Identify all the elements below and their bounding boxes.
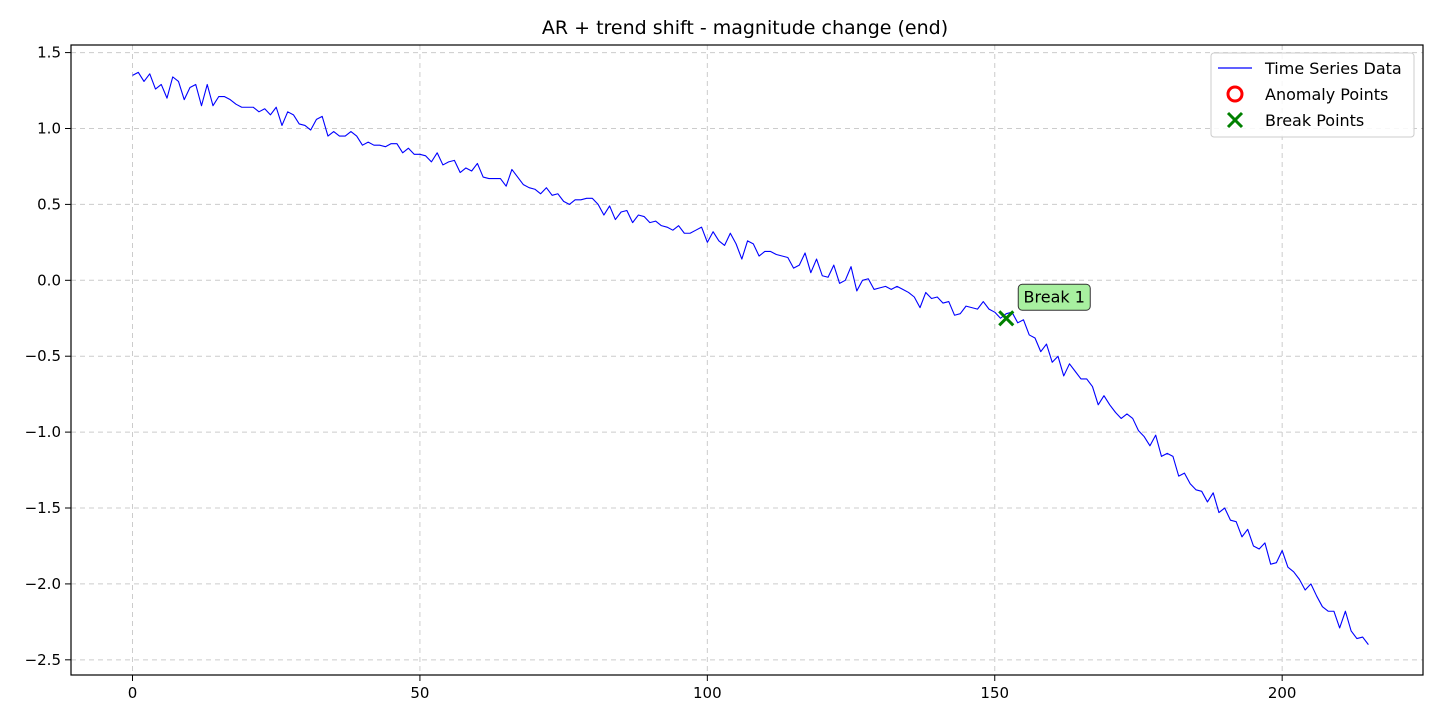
legend-label: Anomaly Points [1265,85,1388,104]
legend-label: Break Points [1265,111,1364,130]
break-x-stroke [998,310,1015,327]
break-point-marker [998,310,1015,327]
break-points-layer: Break 1 [998,283,1091,327]
legend-box [1210,52,1415,138]
break-annotation-box [1017,283,1091,311]
legend-circle-icon [1226,85,1244,103]
x-tick-label: 100 [693,684,722,702]
x-tick-label: 0 [128,684,138,702]
y-tick-label: −1.0 [25,423,61,441]
y-tick-label: 0.5 [37,195,61,213]
legend-label: Time Series Data [1264,59,1402,78]
x-axis: 0 50 100 150 200 [128,675,1297,702]
break-annotation-label: Break 1 [1024,287,1085,306]
y-tick-label: −2.5 [25,651,61,669]
x-tick-label: 200 [1268,684,1297,702]
y-axis: 1.5 1.0 0.5 0.0 −0.5 −1.0 −1.5 −2.0 −2.5 [25,44,71,669]
chart-title: AR + trend shift - magnitude change (end… [542,17,948,39]
legend: Time Series Data Anomaly Points Break Poin… [1210,52,1415,138]
y-tick-label: 1.0 [37,119,61,137]
y-tick-label: −0.5 [25,347,61,365]
y-tick-label: −2.0 [25,575,61,593]
x-tick-label: 50 [410,684,429,702]
x-tick-label: 150 [980,684,1009,702]
plot-area-frame [70,44,1424,676]
series-layer [132,71,1369,645]
y-tick-label: 0.0 [37,271,61,289]
legend-x-icon [1226,111,1244,129]
y-tick-label: −1.5 [25,499,61,517]
series-line-time-series-data [132,71,1369,645]
y-tick-label: 1.5 [37,44,61,62]
grid-lines [71,45,1423,675]
